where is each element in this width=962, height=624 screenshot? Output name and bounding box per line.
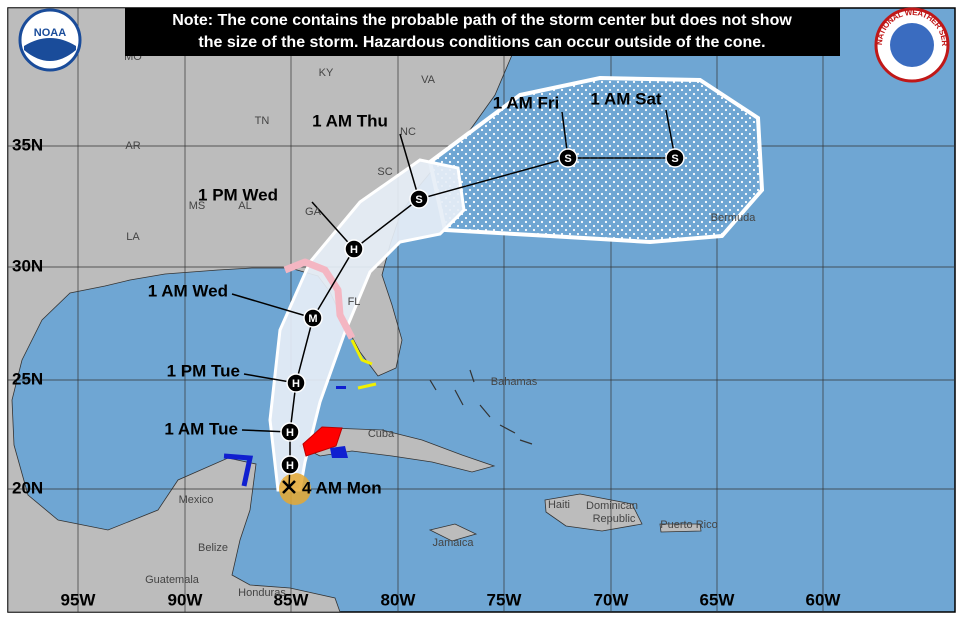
place-label: GA xyxy=(305,206,322,218)
place-label: MS xyxy=(189,200,206,212)
note-line: Note: The cone contains the probable pat… xyxy=(172,12,792,29)
lat-label: 25N xyxy=(12,369,43,388)
lat-label: 20N xyxy=(12,478,43,497)
jamaica xyxy=(428,523,478,542)
puerto-rico xyxy=(659,523,702,533)
watch-coast xyxy=(283,258,356,340)
forecast-time: 1 PM Wed xyxy=(198,185,278,204)
forecast-marker xyxy=(280,422,300,442)
place-label: LA xyxy=(126,231,140,243)
lon-label: 80W xyxy=(381,590,417,609)
forecast-time: 1 AM Sat xyxy=(590,89,662,108)
place-label: Haiti xyxy=(548,499,570,511)
place-label: Bermuda xyxy=(711,212,757,224)
isle-watch xyxy=(330,386,348,458)
note-line: the size of the storm. Hazardous conditi… xyxy=(198,34,765,51)
place-label: Belize xyxy=(198,542,228,554)
forecast-symbol: S xyxy=(415,194,422,206)
forecast-time: 1 AM Wed xyxy=(148,281,228,300)
cone-outer xyxy=(427,75,765,245)
forecast-marker xyxy=(409,189,429,209)
place-label: Bahamas xyxy=(491,376,538,388)
land xyxy=(8,8,955,612)
forecast-symbol: S xyxy=(671,153,678,165)
hispaniola xyxy=(544,493,643,532)
place-label: Guatemala xyxy=(145,574,200,586)
nws-inner xyxy=(890,23,934,67)
place-label: AR xyxy=(125,140,140,152)
forecast-marker xyxy=(280,455,300,475)
leader-line xyxy=(231,293,314,319)
bahamas xyxy=(429,369,533,445)
forecast-marker xyxy=(665,148,685,168)
forecast-marker xyxy=(344,239,364,259)
place-label: AL xyxy=(238,200,251,212)
lon-label: 95W xyxy=(61,590,97,609)
cuba xyxy=(299,427,496,473)
note-box xyxy=(125,8,840,56)
place-label: TN xyxy=(255,115,270,127)
lon-label: 90W xyxy=(168,590,204,609)
forecast-symbol: H xyxy=(292,378,300,390)
place-label: VA xyxy=(421,74,436,86)
cone-inner xyxy=(268,158,466,492)
place-label: Honduras xyxy=(238,587,286,599)
forecast-time: 4 AM Mon xyxy=(302,478,382,497)
track: H H H M H S S S xyxy=(231,109,685,494)
place-label: Mexico xyxy=(179,494,214,506)
lat-label: 35N xyxy=(12,135,43,154)
forecast-time: 1 AM Tue xyxy=(164,419,238,438)
place-label: KY xyxy=(319,67,334,79)
forecast-marker xyxy=(286,373,306,393)
place-label: Republic xyxy=(593,513,636,525)
forecast-time: 1 AM Thu xyxy=(312,111,388,130)
forecast-marker xyxy=(558,148,578,168)
lon-label: 65W xyxy=(700,590,736,609)
place-label: Cuba xyxy=(368,428,395,440)
lon-label: 70W xyxy=(594,590,630,609)
yucatan-watch xyxy=(223,453,254,487)
lat-label: 30N xyxy=(12,256,43,275)
lon-label: 75W xyxy=(487,590,523,609)
place-label: NC xyxy=(400,126,416,138)
place-label: SC xyxy=(377,166,392,178)
forecast-symbol: S xyxy=(564,153,571,165)
leader-line xyxy=(311,201,355,250)
lon-label: 60W xyxy=(806,590,842,609)
current-position xyxy=(282,480,296,494)
grid xyxy=(8,8,955,612)
forecast-time: 1 AM Fri xyxy=(493,93,559,112)
noaa-text: NOAA xyxy=(34,27,66,39)
forecast-symbol: H xyxy=(286,460,294,472)
place-label: Dominican xyxy=(586,500,638,512)
place-label: Puerto Rico xyxy=(660,519,717,531)
place-label: Jamaica xyxy=(433,537,475,549)
forecast-symbol: M xyxy=(308,313,317,325)
keys-warning xyxy=(350,339,377,390)
forecast-symbol: H xyxy=(286,427,294,439)
leader-line xyxy=(399,133,420,200)
forecast-symbol: H xyxy=(350,244,358,256)
cuba-warning xyxy=(302,426,343,457)
lon-label: 85W xyxy=(274,590,310,609)
noaa-wave xyxy=(24,38,76,61)
place-label: FL xyxy=(348,296,361,308)
forecast-time: 1 PM Tue xyxy=(167,361,240,380)
forecast-marker xyxy=(303,308,323,328)
current-wind-area xyxy=(279,473,311,505)
